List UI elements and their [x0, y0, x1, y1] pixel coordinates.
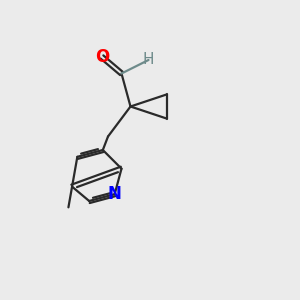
Text: O: O: [95, 48, 109, 66]
Text: N: N: [108, 185, 122, 203]
Text: H: H: [143, 52, 154, 68]
